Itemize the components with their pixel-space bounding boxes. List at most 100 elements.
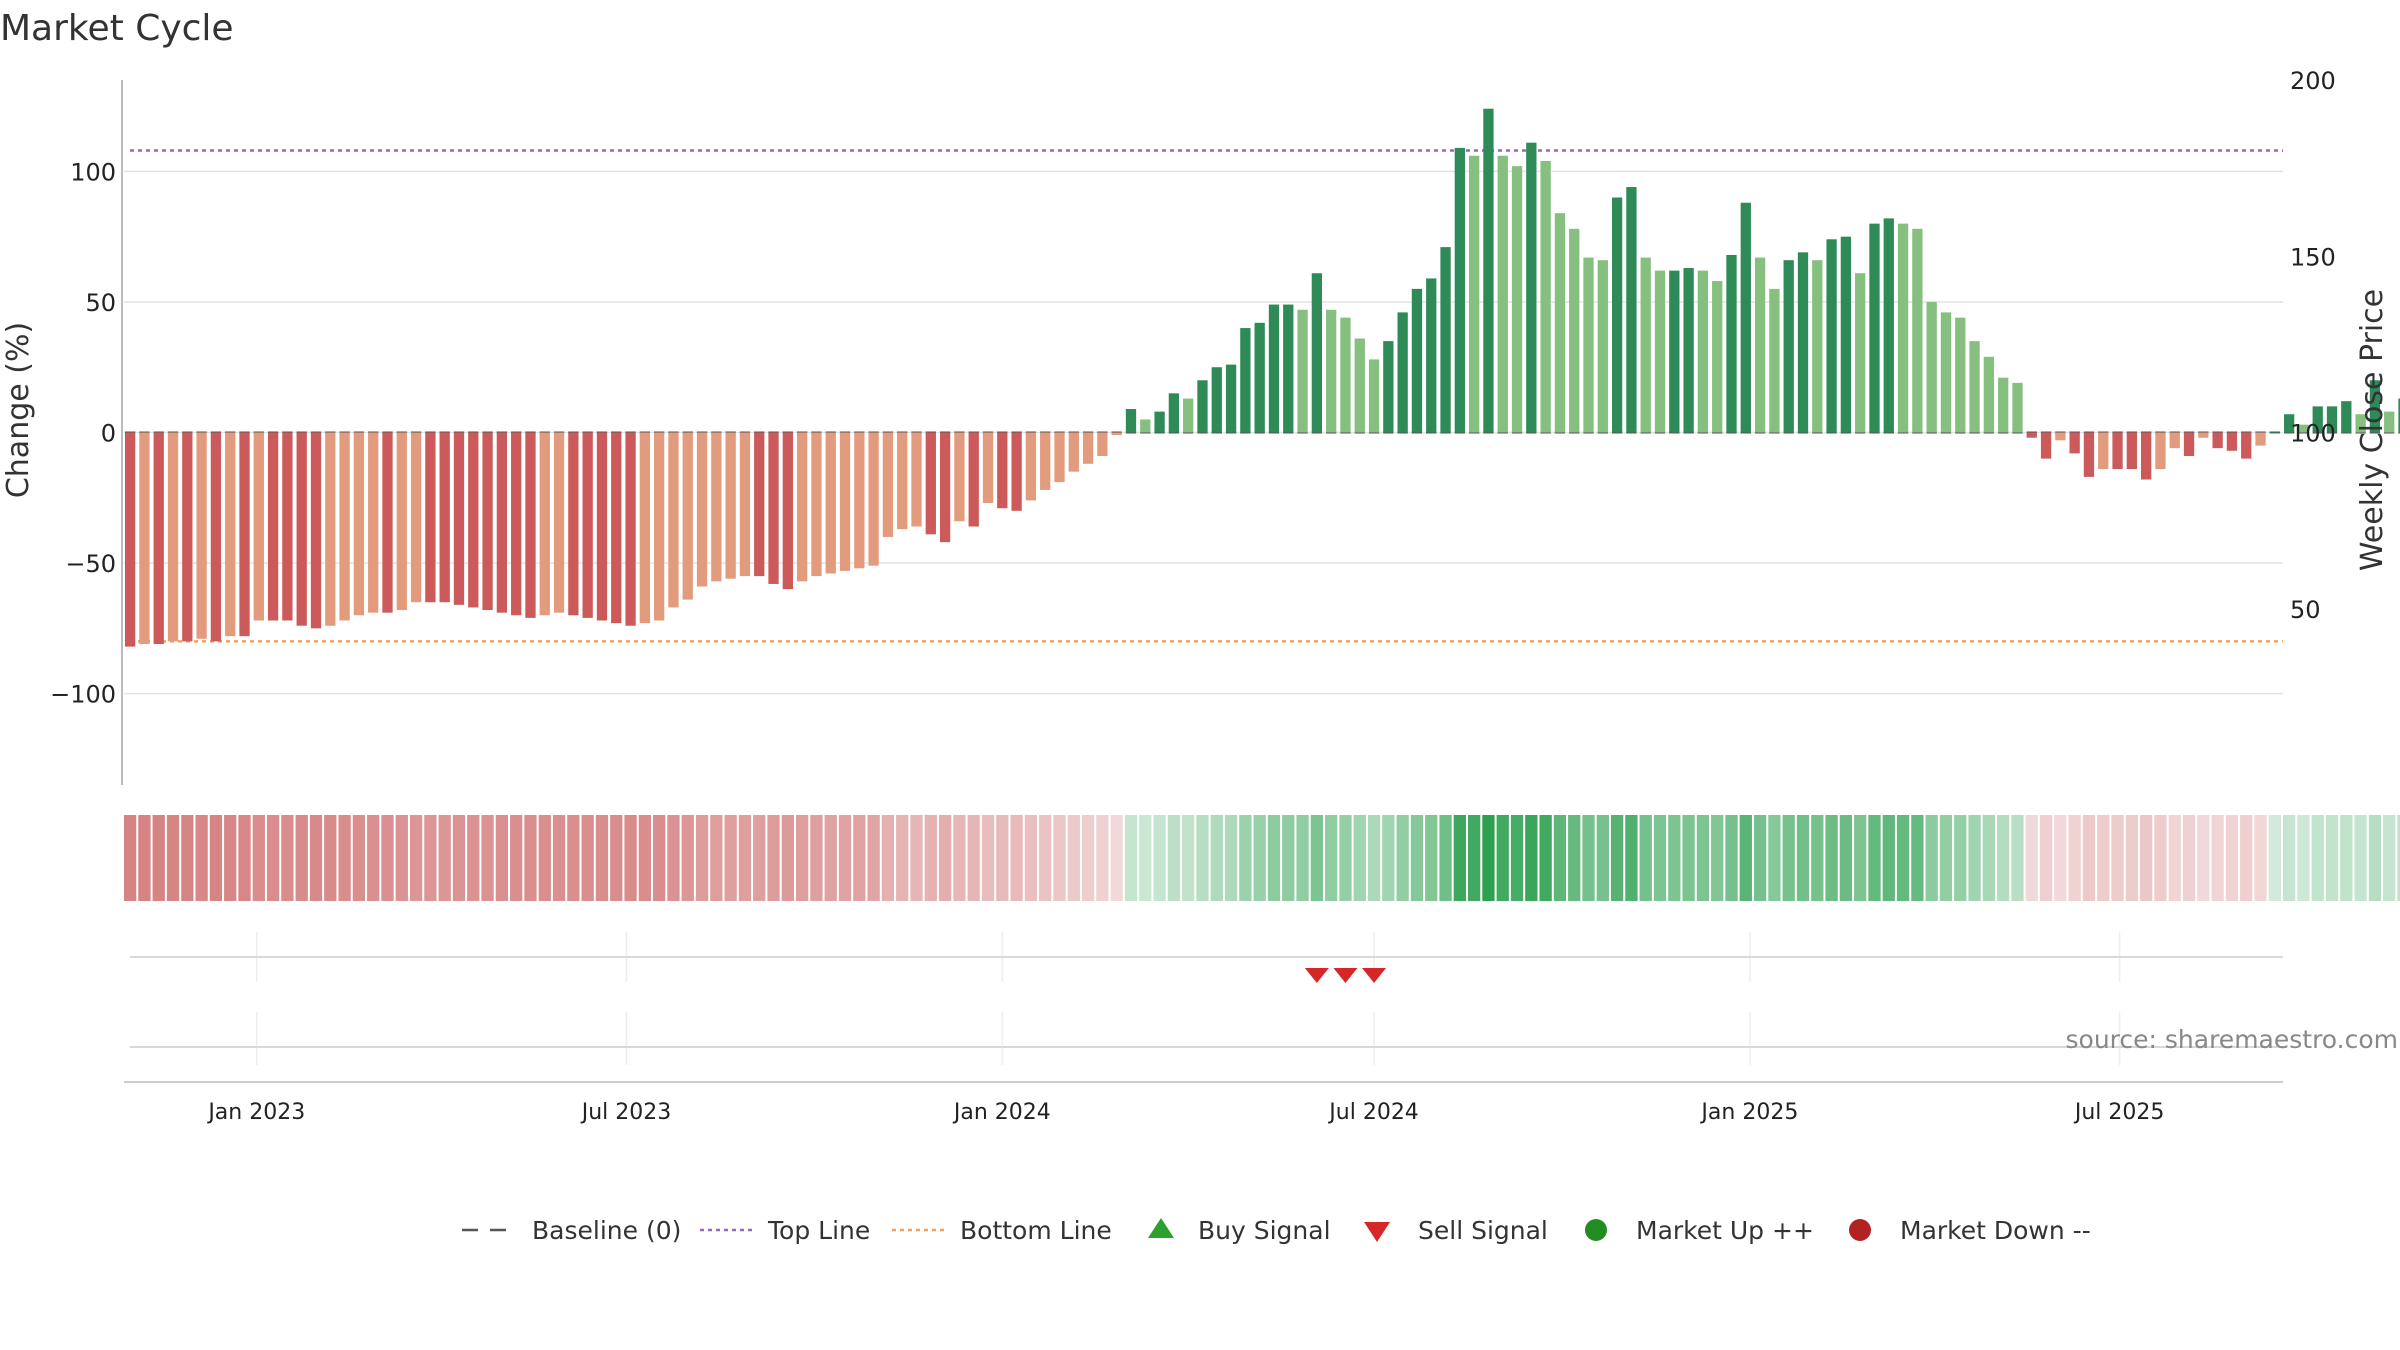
heat-cell bbox=[838, 815, 852, 901]
bar bbox=[2269, 432, 2280, 434]
heat-cell bbox=[1096, 815, 1109, 901]
heat-cell bbox=[1896, 815, 1910, 901]
heat-cell bbox=[2354, 815, 2367, 901]
bar bbox=[1869, 223, 1880, 433]
bar bbox=[1140, 419, 1151, 433]
heat-cell bbox=[2340, 815, 2353, 901]
bar bbox=[1769, 288, 1780, 433]
heat-cell bbox=[1854, 815, 1867, 901]
heat-cell bbox=[367, 815, 380, 901]
heat-cell bbox=[1396, 815, 1409, 901]
bar bbox=[453, 432, 465, 605]
bar bbox=[1783, 260, 1794, 433]
bar bbox=[1011, 432, 1022, 511]
bar bbox=[482, 432, 493, 611]
heat-cell bbox=[309, 815, 323, 901]
bar bbox=[1754, 257, 1766, 433]
heat-cell bbox=[695, 815, 709, 901]
bar bbox=[1183, 398, 1194, 433]
heat-cell bbox=[1010, 815, 1023, 901]
buy-signal-icon bbox=[1148, 1218, 1174, 1238]
bar bbox=[2212, 432, 2223, 449]
bar-series bbox=[124, 108, 2400, 647]
heat-cell bbox=[1982, 815, 1996, 901]
bar bbox=[1168, 393, 1180, 433]
bar bbox=[1969, 341, 1980, 433]
bar bbox=[1526, 142, 1537, 433]
bar bbox=[2098, 432, 2109, 470]
bar bbox=[1983, 356, 1995, 433]
heat-cell bbox=[2268, 815, 2281, 901]
bar bbox=[2026, 432, 2037, 438]
bar bbox=[782, 432, 793, 590]
bar bbox=[296, 432, 307, 626]
bar bbox=[124, 432, 136, 647]
heat-cell bbox=[1081, 815, 1095, 901]
bar bbox=[568, 432, 579, 616]
legend-label: Market Up ++ bbox=[1636, 1216, 1814, 1245]
heat-cell bbox=[610, 815, 623, 901]
heat-cell bbox=[1282, 815, 1295, 901]
heat-cell bbox=[1467, 815, 1481, 901]
bar bbox=[1912, 228, 1923, 433]
bar bbox=[696, 432, 708, 587]
y-tick-label: −50 bbox=[65, 550, 116, 578]
heat-cell bbox=[953, 815, 966, 901]
bar bbox=[639, 432, 651, 624]
bar bbox=[1597, 260, 1608, 433]
bar bbox=[2283, 414, 2295, 433]
bar bbox=[1268, 304, 1280, 433]
heat-cell bbox=[1182, 815, 1195, 901]
heat-cell bbox=[2154, 815, 2167, 901]
bar bbox=[1683, 268, 1694, 433]
heat-cell bbox=[1024, 815, 1038, 901]
y-tick-label: 0 bbox=[101, 420, 116, 448]
heat-cell bbox=[1439, 815, 1452, 901]
heat-cell bbox=[1310, 815, 1324, 901]
bar bbox=[1554, 213, 1566, 433]
y2-tick-label: 200 bbox=[2290, 67, 2336, 95]
heat-cell bbox=[481, 815, 494, 901]
bar bbox=[2398, 398, 2400, 433]
bar bbox=[1125, 409, 1137, 433]
heat-cell bbox=[824, 815, 837, 901]
bar bbox=[468, 432, 479, 608]
bar bbox=[353, 432, 365, 616]
bar bbox=[1955, 317, 1966, 433]
heat-cell bbox=[2197, 815, 2210, 901]
bar bbox=[2312, 406, 2323, 433]
axes bbox=[121, 80, 2283, 1083]
heat-cell bbox=[2282, 815, 2296, 901]
bar bbox=[425, 432, 436, 603]
heat-cell bbox=[1339, 815, 1352, 901]
bar bbox=[496, 432, 508, 613]
bar bbox=[882, 432, 894, 537]
heat-cell bbox=[1610, 815, 1624, 901]
bar bbox=[711, 432, 722, 582]
heat-cell bbox=[324, 815, 337, 901]
bar bbox=[1225, 364, 1237, 433]
bar bbox=[511, 432, 522, 616]
bar bbox=[1569, 228, 1580, 433]
heat-cell bbox=[2168, 815, 2181, 901]
bar bbox=[225, 432, 236, 637]
legend-item: Market Up ++ bbox=[1585, 1216, 1814, 1245]
bar bbox=[2083, 432, 2095, 477]
bar bbox=[2012, 382, 2023, 433]
bar bbox=[1897, 223, 1909, 433]
bar bbox=[1540, 160, 1551, 433]
heat-cell bbox=[1167, 815, 1181, 901]
heat-cell bbox=[1410, 815, 1424, 901]
bar bbox=[253, 432, 264, 621]
heat-cell bbox=[1753, 815, 1767, 901]
heat-cell bbox=[467, 815, 480, 901]
bar bbox=[625, 432, 636, 626]
heat-cell bbox=[581, 815, 594, 901]
heat-cell bbox=[1568, 815, 1581, 901]
bar bbox=[167, 432, 179, 642]
heat-cell bbox=[1153, 815, 1166, 901]
bar bbox=[2341, 401, 2352, 433]
bar bbox=[954, 432, 965, 522]
y-axis-ticks: 100 50 0 −50 −100 bbox=[50, 158, 116, 708]
heat-cell bbox=[910, 815, 923, 901]
